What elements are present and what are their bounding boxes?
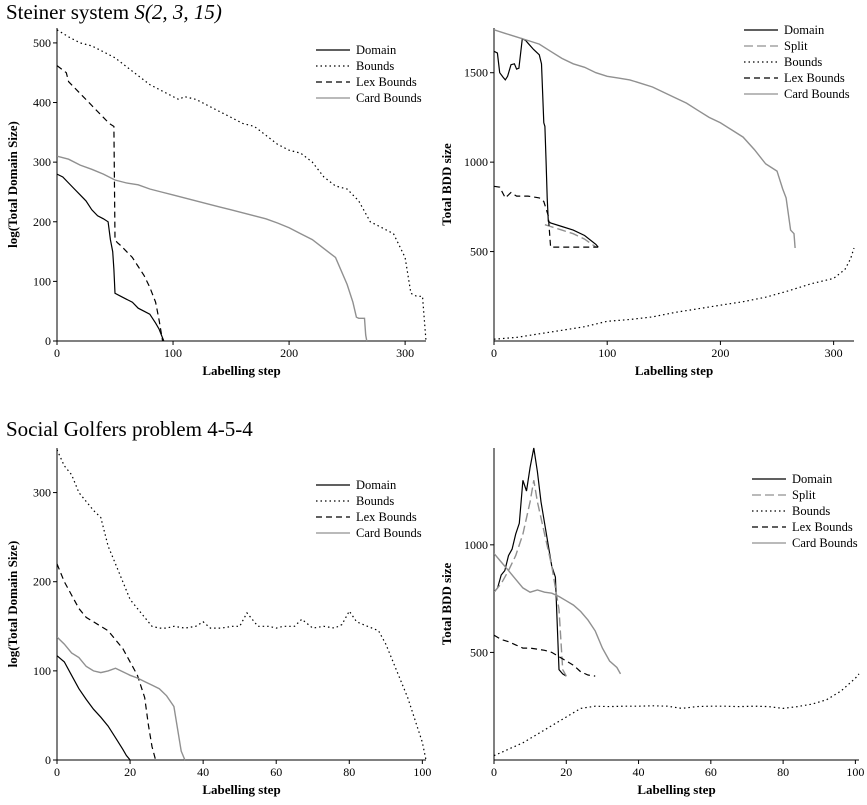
y-tick-label: 200 <box>33 215 51 229</box>
y-axis-label: Total BDD size <box>439 562 454 645</box>
x-tick-label: 100 <box>413 765 431 779</box>
legend-label: Split <box>784 39 808 53</box>
y-axis-label: log(Total Domain Size) <box>5 541 20 668</box>
legend: Domain Split Bounds Lex Bounds Card Bounds <box>752 472 858 550</box>
x-tick-label: 100 <box>164 346 182 360</box>
x-tick-label: 200 <box>280 346 298 360</box>
legend: Domain Bounds Lex Bounds Card Bounds <box>316 478 422 540</box>
legend-label: Lex Bounds <box>792 520 853 534</box>
legend: Domain Split Bounds Lex Bounds Card Bounds <box>744 23 850 101</box>
series-line-domain <box>57 655 131 761</box>
x-tick-label: 100 <box>598 346 616 360</box>
x-tick-label: 60 <box>270 765 282 779</box>
series-line-card-bounds <box>57 636 186 761</box>
legend-label: Card Bounds <box>356 91 422 105</box>
section-title-math: S(2, 3, 15) <box>134 0 222 24</box>
series-line-domain <box>494 447 567 677</box>
series-line-card-bounds <box>494 29 796 249</box>
chart-golfers-domain-size: 0 20 40 60 80 100 0 100 200 300 Labelling step log(… <box>5 448 431 797</box>
legend-label: Bounds <box>792 504 830 518</box>
x-tick-label: 80 <box>777 765 789 779</box>
legend-label: Card Bounds <box>356 526 422 540</box>
legend-label: Bounds <box>784 55 822 69</box>
x-axis-label: Labelling step <box>202 782 280 797</box>
y-tick-label: 1500 <box>464 66 488 80</box>
y-tick-label: 100 <box>33 274 51 288</box>
series-line-lex-bounds <box>494 185 599 248</box>
section-title-text: Steiner system <box>6 0 135 24</box>
x-tick-label: 0 <box>54 765 60 779</box>
x-tick-label: 200 <box>711 346 729 360</box>
series-line-bounds <box>494 673 860 757</box>
x-tick-label: 100 <box>846 765 864 779</box>
y-axis-label: log(Total Domain Size) <box>5 121 20 248</box>
legend-label: Lex Bounds <box>784 71 845 85</box>
legend-label: Domain <box>356 478 397 492</box>
section-title-text: Social Golfers problem 4-5-4 <box>6 417 253 441</box>
x-tick-label: 40 <box>197 765 209 779</box>
x-tick-label: 300 <box>396 346 414 360</box>
legend-label: Domain <box>356 43 397 57</box>
legend-label: Domain <box>784 23 825 37</box>
y-tick-label: 500 <box>470 245 488 259</box>
y-tick-label: 500 <box>33 36 51 50</box>
series-line-lex-bounds <box>57 563 157 761</box>
x-axis-label: Labelling step <box>202 363 280 378</box>
x-tick-label: 40 <box>633 765 645 779</box>
chart-steiner-bdd-size: 0 100 200 300 500 1000 1500 Labelling step Total… <box>439 23 855 378</box>
y-axis-label: Total BDD size <box>439 143 454 226</box>
y-tick-label: 300 <box>33 486 51 500</box>
chart-steiner-domain-size: 0 100 200 300 0 100 200 300 400 500 Labelling step… <box>5 28 427 378</box>
x-tick-label: 0 <box>491 346 497 360</box>
series-line-bounds <box>57 29 427 342</box>
x-tick-label: 300 <box>825 346 843 360</box>
y-tick-label: 100 <box>33 664 51 678</box>
series-line-card-bounds <box>494 552 622 675</box>
series-line-card-bounds <box>57 155 368 342</box>
legend-label: Bounds <box>356 494 394 508</box>
series-line-lex-bounds <box>494 634 596 677</box>
y-tick-label: 1000 <box>464 538 488 552</box>
legend: Domain Bounds Lex Bounds Card Bounds <box>316 43 422 105</box>
series-line-lex-bounds <box>57 65 164 342</box>
y-tick-label: 200 <box>33 575 51 589</box>
y-tick-label: 500 <box>470 645 488 659</box>
series-line-domain <box>494 37 599 248</box>
legend-label: Domain <box>792 472 833 486</box>
y-tick-label: 300 <box>33 155 51 169</box>
x-axis-label: Labelling step <box>637 782 715 797</box>
section-title-golfers: Social Golfers problem 4-5-4 <box>6 417 253 442</box>
x-tick-label: 60 <box>705 765 717 779</box>
legend-label: Lex Bounds <box>356 75 417 89</box>
x-tick-label: 80 <box>343 765 355 779</box>
y-tick-label: 0 <box>45 753 51 767</box>
legend-label: Split <box>792 488 816 502</box>
y-tick-label: 1000 <box>464 155 488 169</box>
x-tick-label: 0 <box>491 765 497 779</box>
series-line-bounds <box>494 247 855 340</box>
series-line-domain <box>57 173 165 342</box>
x-tick-label: 20 <box>560 765 572 779</box>
series-line-split <box>544 224 597 248</box>
x-axis-label: Labelling step <box>635 363 713 378</box>
legend-label: Lex Bounds <box>356 510 417 524</box>
legend-label: Card Bounds <box>784 87 850 101</box>
x-tick-label: 0 <box>54 346 60 360</box>
section-title-steiner: Steiner system S(2, 3, 15) <box>6 0 222 25</box>
y-tick-label: 0 <box>45 334 51 348</box>
y-tick-label: 400 <box>33 96 51 110</box>
x-tick-label: 20 <box>124 765 136 779</box>
legend-label: Bounds <box>356 59 394 73</box>
chart-golfers-bdd-size: 0 20 40 60 80 100 500 1000 Labelling step Total B… <box>439 447 864 797</box>
legend-label: Card Bounds <box>792 536 858 550</box>
